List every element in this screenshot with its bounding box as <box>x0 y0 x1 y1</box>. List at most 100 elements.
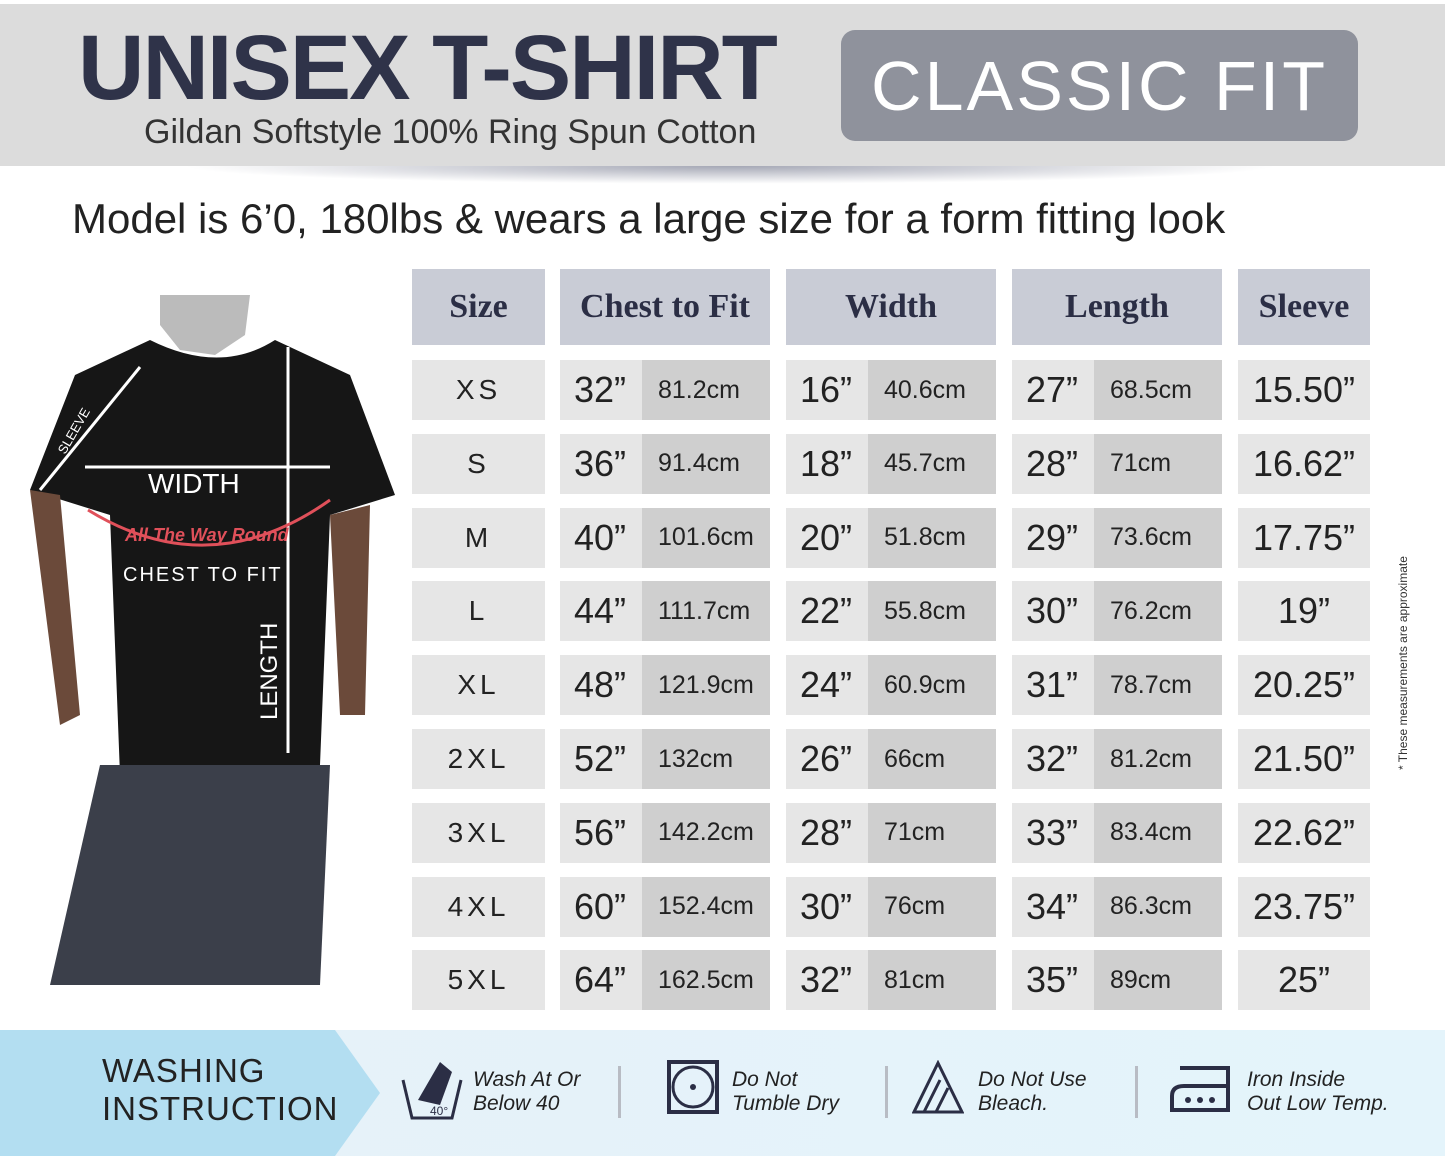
size-cell: XL <box>412 655 545 716</box>
size-cell: M <box>412 507 545 568</box>
chest-cm-cell: 132cm <box>642 729 770 789</box>
width-cm-cell: 81cm <box>868 950 996 1011</box>
page-subtitle: Gildan Softstyle 100% Ring Spun Cotton <box>144 113 757 151</box>
chest-label: CHEST TO FIT <box>123 564 283 586</box>
size-cell: 5XL <box>412 950 545 1011</box>
chest-cm-cell: 121.9cm <box>642 655 770 716</box>
sleeve-cell: 15.50” <box>1238 360 1370 420</box>
wash-line: Do Not Use <box>978 1068 1087 1091</box>
length-inches-cell: 30” <box>1012 581 1094 642</box>
wash-line: Wash At Or <box>473 1068 581 1091</box>
washing-section: WASHING INSTRUCTION 40° Wash At Or Below 4… <box>0 1030 1445 1156</box>
width-label: WIDTH <box>148 468 240 499</box>
width-inches-cell: 28” <box>786 802 868 863</box>
header-length: Length <box>1012 269 1222 345</box>
wash-40-icon: 40° <box>401 1062 463 1120</box>
sleeve-cell: 21.50” <box>1238 729 1370 789</box>
length-cm-cell: 71cm <box>1094 433 1222 494</box>
length-inches-cell: 29” <box>1012 507 1094 568</box>
washing-title: WASHING INSTRUCTION <box>102 1052 339 1128</box>
width-cm-cell: 76cm <box>868 876 996 937</box>
sleeve-cell: 22.62” <box>1238 802 1370 863</box>
length-cm-cell: 83.4cm <box>1094 802 1222 863</box>
size-cell: 3XL <box>412 802 545 863</box>
header-sleeve: Sleeve <box>1238 269 1370 345</box>
wash-line: Do Not <box>732 1068 798 1091</box>
sleeve-cell: 17.75” <box>1238 507 1370 568</box>
wash-item-3: Do Not Use Bleach. <box>978 1068 1087 1116</box>
chest-cm-cell: 101.6cm <box>642 507 770 568</box>
length-cm-cell: 76.2cm <box>1094 581 1222 642</box>
sleeve-cell: 23.75” <box>1238 876 1370 937</box>
wash-item-1: Wash At Or Below 40 <box>473 1068 580 1116</box>
chest-inches-cell: 32” <box>560 360 642 420</box>
length-label: LENGTH <box>256 623 283 720</box>
width-cm-cell: 40.6cm <box>868 360 996 420</box>
header-size: Size <box>412 269 545 345</box>
washing-label-band <box>0 1030 380 1156</box>
iron-low-icon <box>1170 1066 1230 1112</box>
wash-line: Out Low Temp. <box>1247 1092 1389 1115</box>
size-cell: 4XL <box>412 876 545 937</box>
chest-cm-cell: 111.7cm <box>642 581 770 642</box>
page-title: UNISEX T-SHIRT <box>78 17 778 119</box>
divider <box>885 1066 888 1118</box>
width-cm-cell: 45.7cm <box>868 433 996 494</box>
width-inches-cell: 18” <box>786 433 868 494</box>
size-cell: 2XL <box>412 729 545 789</box>
chest-inches-cell: 48” <box>560 655 642 716</box>
wash-line: Tumble Dry <box>732 1092 839 1115</box>
washing-title-line1: WASHING <box>102 1052 266 1089</box>
sleeve-cell: 16.62” <box>1238 433 1370 494</box>
size-cell: L <box>412 581 545 642</box>
divider <box>618 1066 621 1118</box>
chest-cm-cell: 142.2cm <box>642 802 770 863</box>
length-inches-cell: 33” <box>1012 802 1094 863</box>
length-cm-cell: 73.6cm <box>1094 507 1222 568</box>
width-cm-cell: 51.8cm <box>868 507 996 568</box>
washing-title-line2: INSTRUCTION <box>102 1090 339 1127</box>
length-cm-cell: 78.7cm <box>1094 655 1222 716</box>
chest-inches-cell: 52” <box>560 729 642 789</box>
wash-line: Iron Inside <box>1247 1068 1346 1091</box>
width-inches-cell: 32” <box>786 950 868 1011</box>
chest-inches-cell: 44” <box>560 581 642 642</box>
model-note: Model is 6’0, 180lbs & wears a large siz… <box>72 195 1226 242</box>
length-inches-cell: 28” <box>1012 433 1094 494</box>
length-inches-cell: 31” <box>1012 655 1094 716</box>
sleeve-cell: 25” <box>1238 950 1370 1011</box>
no-bleach-icon <box>912 1060 964 1114</box>
no-tumble-dry-icon <box>667 1060 719 1114</box>
length-cm-cell: 89cm <box>1094 950 1222 1011</box>
width-inches-cell: 22” <box>786 581 868 642</box>
wash-item-2: Do Not Tumble Dry <box>732 1068 839 1116</box>
width-cm-cell: 71cm <box>868 802 996 863</box>
width-inches-cell: 16” <box>786 360 868 420</box>
wash-line: Below 40 <box>473 1092 560 1115</box>
length-inches-cell: 34” <box>1012 876 1094 937</box>
chest-inches-cell: 56” <box>560 802 642 863</box>
width-cm-cell: 55.8cm <box>868 581 996 642</box>
fit-badge: CLASSIC FIT <box>841 30 1358 141</box>
length-inches-cell: 27” <box>1012 360 1094 420</box>
length-cm-cell: 68.5cm <box>1094 360 1222 420</box>
chest-cm-cell: 162.5cm <box>642 950 770 1011</box>
all-round-label: All The Way Round <box>124 525 290 545</box>
chest-cm-cell: 81.2cm <box>642 360 770 420</box>
length-cm-cell: 81.2cm <box>1094 729 1222 789</box>
width-inches-cell: 20” <box>786 507 868 568</box>
width-inches-cell: 30” <box>786 876 868 937</box>
model-tshirt-diagram: SLEEVE WIDTH All The Way Round CHEST TO … <box>30 295 395 985</box>
chest-inches-cell: 40” <box>560 507 642 568</box>
wash-item-4: Iron Inside Out Low Temp. <box>1247 1068 1389 1116</box>
width-cm-cell: 66cm <box>868 729 996 789</box>
width-inches-cell: 24” <box>786 655 868 716</box>
header-chest: Chest to Fit <box>560 269 770 345</box>
chest-inches-cell: 64” <box>560 950 642 1011</box>
length-inches-cell: 35” <box>1012 950 1094 1011</box>
wash-temp: 40° <box>430 1104 448 1118</box>
disclaimer: * These measurements are approximate <box>1396 556 1410 770</box>
sleeve-cell: 20.25” <box>1238 655 1370 716</box>
chest-cm-cell: 152.4cm <box>642 876 770 937</box>
chest-cm-cell: 91.4cm <box>642 433 770 494</box>
